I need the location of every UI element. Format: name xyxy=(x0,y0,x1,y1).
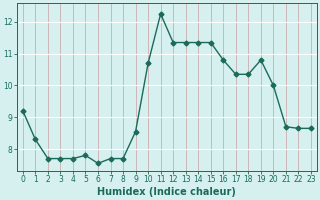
X-axis label: Humidex (Indice chaleur): Humidex (Indice chaleur) xyxy=(98,187,236,197)
